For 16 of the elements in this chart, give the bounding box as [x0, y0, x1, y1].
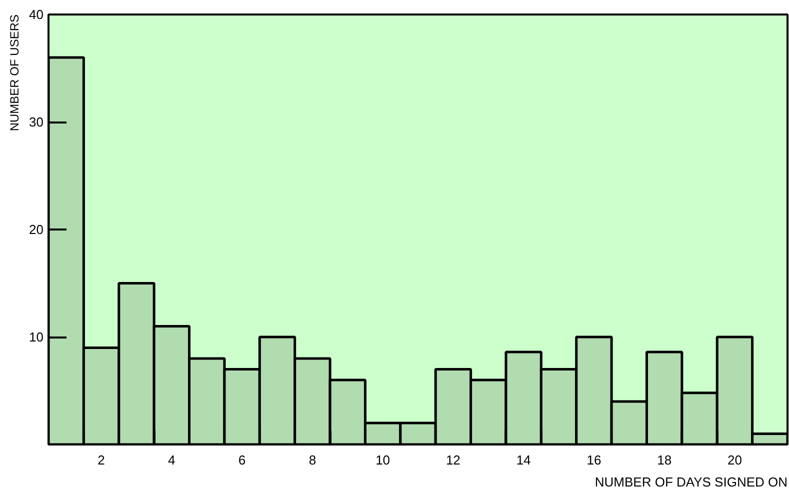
x-tick-label: 2 [98, 452, 105, 468]
x-tick-label: 18 [657, 452, 672, 468]
x-tick-label: 14 [516, 452, 531, 468]
x-tick-label: 6 [238, 452, 246, 468]
y-tick-label: 40 [29, 7, 44, 22]
x-tick-label: 8 [308, 452, 316, 468]
x-tick-label: 4 [168, 452, 176, 468]
y-tick-label: 10 [29, 330, 44, 344]
x-tick-label: 16 [586, 452, 602, 468]
y-tick-label: 30 [29, 114, 44, 130]
y-tick-label: 20 [29, 222, 44, 237]
x-tick-label: 10 [376, 452, 390, 468]
y-axis-title: NUMBER OF USERS [8, 14, 22, 132]
x-axis-title: NUMBER OF DAYS SIGNED ON [594, 474, 788, 490]
x-tick-label: 20 [727, 452, 742, 468]
x-tick-label: 12 [446, 452, 460, 468]
